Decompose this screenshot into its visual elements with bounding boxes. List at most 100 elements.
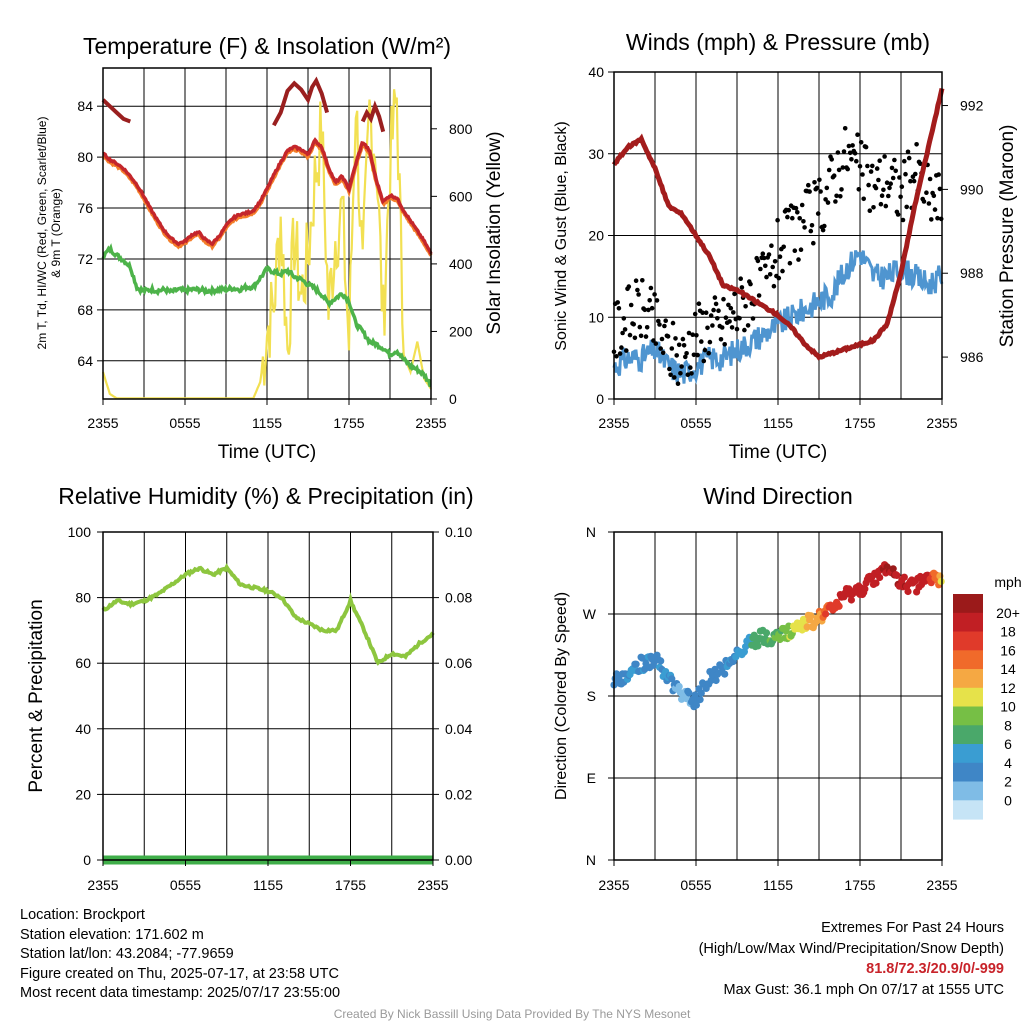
x-tick-label: 1755 <box>333 415 364 431</box>
y-tick-label: N <box>586 524 596 540</box>
gust-point <box>676 342 682 348</box>
x-tick-label: 1755 <box>844 415 875 431</box>
gust-point <box>814 185 820 191</box>
gust-point <box>786 207 791 213</box>
x-tick-label: 2355 <box>926 877 957 893</box>
colorbar-swatch <box>953 762 983 783</box>
y-tick-label: E <box>587 770 596 786</box>
gust-point <box>719 325 725 330</box>
gust-point <box>860 172 865 177</box>
elevation-text: Station elevation: 171.602 m <box>20 926 204 943</box>
gust-point <box>737 316 742 321</box>
gust-point <box>638 333 644 339</box>
gust-point <box>617 351 623 356</box>
gust-point <box>742 327 747 333</box>
gust-point <box>806 182 811 188</box>
gust-point <box>713 301 719 307</box>
gust-point <box>938 216 944 222</box>
gust-point <box>674 353 679 358</box>
gust-point <box>868 169 874 174</box>
gust-point <box>850 143 855 148</box>
gust-point <box>758 266 763 272</box>
max-gust-text: Max Gust: 36.1 mph On 07/17 at 1555 UTC <box>723 981 1004 998</box>
gust-point <box>688 365 693 370</box>
gust-point <box>932 207 938 212</box>
gust-point <box>680 336 686 342</box>
gust-point <box>691 352 697 358</box>
gust-point <box>678 371 683 376</box>
gust-point <box>673 336 678 341</box>
gust-point <box>729 325 735 330</box>
gust-point <box>681 343 687 348</box>
gust-point <box>829 157 834 162</box>
direction-point <box>712 676 720 685</box>
gust-point <box>699 339 704 344</box>
gust-point <box>878 201 884 207</box>
gust-point <box>767 272 773 277</box>
gust-point <box>653 341 659 346</box>
gust-point <box>809 223 815 228</box>
gust-point <box>663 318 668 324</box>
y-tick-label: 40 <box>588 64 604 80</box>
y-tick-label: 80 <box>75 590 91 606</box>
x-axis-label: Time (UTC) <box>729 442 828 463</box>
gust-point <box>769 243 774 248</box>
y2-tick-label: 400 <box>449 256 473 272</box>
gust-point <box>831 173 837 178</box>
gust-point <box>905 149 911 155</box>
temp-2m-line <box>102 137 433 255</box>
gust-point <box>911 178 917 184</box>
y-tick-label: 76 <box>77 200 93 216</box>
direction-point <box>937 577 945 586</box>
recent-text: Most recent data timestamp: 2025/07/17 2… <box>20 985 341 1001</box>
gust-point <box>628 302 634 308</box>
colorbar-swatch <box>953 594 983 614</box>
gust-point <box>900 217 906 223</box>
x-tick-label: 1755 <box>844 877 875 893</box>
gust-point <box>780 268 785 274</box>
gust-point <box>764 274 769 280</box>
colorbar-swatch <box>953 781 983 801</box>
gust-point <box>643 334 649 339</box>
colorbar-swatch <box>953 800 983 820</box>
direction-point <box>900 573 908 581</box>
gust-point <box>732 291 737 297</box>
gust-point <box>785 214 790 220</box>
wind-panel: 0 10 20 30 40 986 988 990 992 2355 0555 1155 1755 235… <box>553 29 1018 463</box>
gust-point <box>897 175 902 180</box>
gust-point <box>890 175 896 181</box>
direction-point <box>807 612 815 620</box>
dewpoint-line <box>101 243 432 388</box>
gust-point <box>622 327 628 332</box>
gust-point <box>863 144 869 150</box>
gust-point <box>646 307 651 313</box>
colorbar-label: 6 <box>1004 736 1012 752</box>
gust-point <box>935 215 940 221</box>
gust-point <box>892 157 897 163</box>
colorbar-label: 10 <box>1000 699 1016 715</box>
gust-point <box>675 381 681 387</box>
gust-point <box>659 336 665 342</box>
extremes-info: Extremes For Past 24 Hours (High/Low/Max… <box>699 918 1004 1000</box>
gust-point <box>889 165 895 171</box>
y2-tick-label: 990 <box>960 181 984 197</box>
colorbar-swatch <box>953 744 983 764</box>
direction-point <box>876 573 884 582</box>
gust-point <box>614 354 619 359</box>
gust-point <box>748 281 753 287</box>
gust-point <box>815 211 821 216</box>
y2-tick-label: 0 <box>449 391 457 407</box>
gust-point <box>707 339 713 345</box>
gust-point <box>668 372 673 378</box>
gust-point <box>904 204 909 210</box>
gust-point <box>731 310 736 315</box>
y-axis-label: & 9m T (Orange) <box>49 188 63 278</box>
gust-point <box>637 324 643 330</box>
direction-point <box>697 689 705 697</box>
gust-point <box>694 333 699 338</box>
x-tick-label: 0555 <box>680 415 711 431</box>
gust-point <box>756 293 762 298</box>
gust-point <box>873 185 879 191</box>
x-tick-label: 0555 <box>169 415 200 431</box>
